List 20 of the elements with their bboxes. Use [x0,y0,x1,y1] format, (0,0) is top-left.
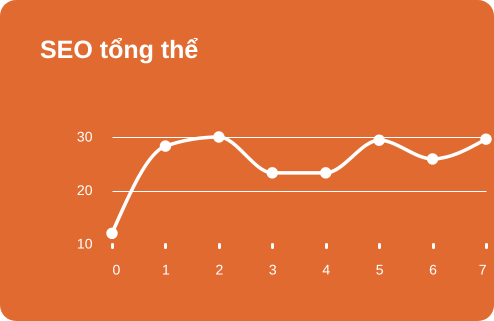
point [213,131,225,143]
x-tick-label: 7 [478,262,487,278]
x-tick-label: 5 [376,262,384,278]
point [106,228,118,239]
point [373,134,385,146]
x-tick-label: 2 [215,262,224,278]
y-tick-label: 20 [76,182,93,198]
point [480,133,492,145]
x-tick-label: 3 [268,262,277,278]
x-tick-label: 1 [162,262,170,278]
x-tick-label: 6 [429,262,438,278]
point [266,167,278,179]
point [320,167,332,179]
point [426,153,438,165]
y-tick-label: 30 [76,128,93,144]
y-tick-label: 10 [76,236,93,252]
x-tick-label: 4 [322,262,330,278]
point [160,140,172,152]
chart-title: SEO tổng thể [40,36,198,65]
x-tick-label: 0 [112,262,120,278]
